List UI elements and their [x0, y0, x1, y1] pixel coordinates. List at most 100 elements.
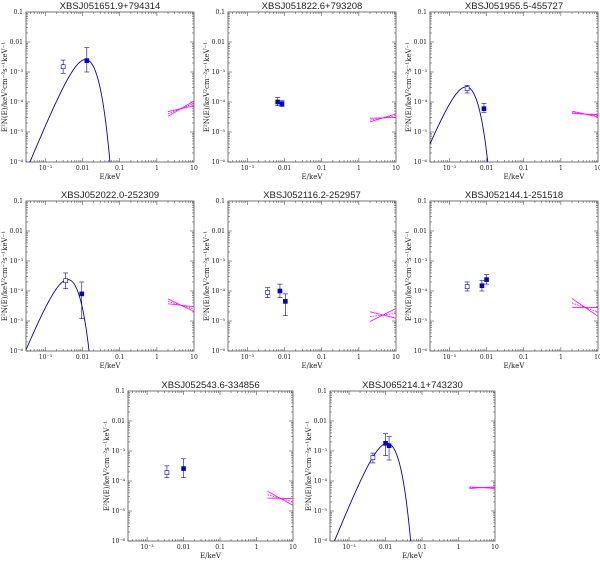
panel-title: XBSJ051651.9+794314: [60, 1, 161, 12]
sed-panel: XBSJ051651.9+794314 10⁻³ 0.01 0.1 1 10 10⁻⁶ 10⁻…: [1, 1, 198, 181]
data-point-open: [370, 455, 376, 460]
x-tick-label: 10: [190, 165, 198, 172]
y-tick-label: 10⁻⁵: [414, 129, 428, 136]
x-axis-label: E/keV: [200, 552, 222, 560]
sed-panel: XBSJ051822.6+793208 10⁻³ 0.01 0.1 1 10 10⁻⁶ 10⁻…: [203, 1, 400, 181]
data-point-open: [63, 278, 68, 284]
x-tick-label: 10: [190, 354, 198, 361]
xray-powerlaw-bestfit: [167, 103, 194, 115]
y-tick-label: 0.1: [13, 198, 23, 205]
y-tick-label: 10⁻⁴: [414, 99, 428, 106]
y-axis-label: E²N(E)/keV²cm⁻²s⁻¹keV⁻¹: [405, 231, 413, 322]
x-tick-label: 10⁻³: [39, 165, 53, 172]
panel-title: XBSJ052022.0-252309: [61, 190, 159, 201]
sed-panel: XBSJ052022.0-252309 10⁻³ 0.01 0.1 1 10 10⁻⁶ 10⁻…: [1, 190, 198, 370]
x-tick-label: 0.01: [278, 165, 291, 172]
y-tick-label: 0.1: [417, 9, 427, 16]
x-tick-label: 10: [392, 354, 400, 361]
xray-powerlaw-bestfit: [167, 301, 194, 310]
y-tick-label: 10⁻⁵: [314, 508, 328, 515]
y-axis-label: E²N(E)/keV²cm⁻²s⁻¹keV⁻¹: [203, 231, 211, 322]
x-tick-label: 10: [594, 354, 600, 361]
data-point-filled: [484, 277, 489, 282]
x-tick-label: 0.1: [215, 544, 225, 551]
x-tick-label: 1: [155, 165, 159, 172]
y-tick-label: 10⁻⁶: [112, 538, 126, 545]
y-axis-label: E²N(E)/keV²cm⁻²s⁻¹keV⁻¹: [405, 42, 413, 133]
x-tick-label: 10⁻³: [342, 544, 356, 551]
y-axis-label: E²N(E)/keV²cm⁻²s⁻¹keV⁻¹: [203, 42, 211, 133]
xray-bowtie-lower: [267, 497, 293, 506]
y-tick-label: 10⁻³: [314, 448, 328, 455]
x-tick-label: 10⁻³: [241, 354, 255, 361]
x-tick-label: 1: [457, 544, 461, 551]
sed-panel: XBSJ052543.6-334856 10⁻³ 0.01 0.1 1 10 10⁻⁶ 10⁻…: [103, 380, 297, 560]
x-axis-label: E/keV: [302, 362, 324, 370]
x-tick-label: 0.1: [519, 354, 529, 361]
x-axis-label: E/keV: [100, 362, 122, 370]
x-tick-label: 0.1: [115, 354, 125, 361]
data-point-filled: [279, 101, 285, 106]
blackbody-model-curve: [430, 86, 489, 162]
y-tick-label: 0.01: [10, 39, 23, 46]
x-tick-label: 10: [594, 165, 600, 172]
x-axis-label: E/keV: [100, 173, 122, 181]
y-tick-label: 10⁻⁵: [212, 129, 226, 136]
data-point-open: [464, 86, 470, 91]
x-tick-label: 10⁻³: [241, 165, 255, 172]
x-tick-label: 0.01: [480, 165, 493, 172]
xray-bowtie-upper: [267, 490, 293, 499]
y-tick-label: 10⁻⁶: [414, 159, 428, 166]
plot-frame: [429, 11, 599, 163]
y-tick-label: 10⁻⁴: [414, 288, 428, 295]
y-tick-label: 10⁻⁶: [10, 159, 24, 166]
y-tick-label: 0.1: [215, 9, 225, 16]
y-tick-label: 10⁻³: [112, 448, 126, 455]
x-tick-label: 1: [155, 354, 159, 361]
y-tick-label: 0.1: [215, 198, 225, 205]
y-tick-label: 10⁻⁵: [10, 318, 24, 325]
y-tick-label: 0.01: [10, 228, 23, 235]
panel-title: XBSJ051822.6+793208: [262, 1, 363, 12]
panel-title: XBSJ052543.6-334856: [161, 380, 259, 391]
y-tick-label: 10⁻⁵: [112, 508, 126, 515]
x-tick-label: 10⁻³: [443, 165, 457, 172]
data-point-open: [265, 290, 270, 295]
xray-bowtie-lower: [369, 314, 396, 322]
xray-bowtie-upper: [571, 298, 598, 308]
blackbody-model-curve: [26, 279, 90, 351]
x-tick-label: 0.1: [317, 165, 327, 172]
sed-panel: XBSJ065214.1+743230 10⁻³ 0.01 0.1 1 10 10⁻⁶ 10⁻…: [305, 380, 499, 560]
plot-frame: [329, 390, 496, 542]
y-axis-label: E²N(E)/keV²cm⁻²s⁻¹keV⁻¹: [1, 231, 9, 322]
y-tick-label: 0.01: [212, 228, 225, 235]
plot-frame: [127, 390, 294, 542]
y-tick-label: 10⁻³: [414, 69, 428, 76]
data-point-filled: [479, 283, 485, 289]
y-tick-label: 0.01: [414, 39, 427, 46]
xray-bowtie-lower: [469, 487, 495, 489]
y-tick-label: 10⁻⁶: [10, 348, 24, 355]
y-tick-label: 0.01: [212, 39, 225, 46]
data-point-filled: [181, 466, 186, 471]
data-point-open: [464, 284, 470, 289]
y-axis-label: E²N(E)/keV²cm⁻²s⁻¹keV⁻¹: [103, 421, 111, 512]
sed-panel: XBSJ051955.5-455727 10⁻³ 0.01 0.1 1 10 10⁻⁶ 10⁻…: [405, 1, 600, 181]
y-tick-label: 0.1: [417, 198, 427, 205]
x-axis-label: E/keV: [302, 173, 324, 181]
data-point-filled: [79, 291, 85, 297]
y-tick-label: 0.1: [115, 388, 125, 395]
data-point-open: [164, 470, 170, 475]
x-tick-label: 0.01: [379, 544, 392, 551]
y-tick-label: 0.01: [314, 418, 327, 425]
data-point-filled: [277, 288, 283, 294]
x-tick-label: 10: [289, 544, 297, 551]
xray-powerlaw-bestfit: [571, 302, 598, 313]
x-tick-label: 0.01: [177, 544, 190, 551]
y-tick-label: 0.01: [112, 418, 125, 425]
x-axis-label: E/keV: [504, 173, 526, 181]
x-axis-label: E/keV: [504, 362, 526, 370]
panel-title: XBSJ051955.5-455727: [465, 1, 563, 12]
x-tick-label: 1: [357, 354, 361, 361]
y-tick-label: 10⁻⁴: [212, 99, 226, 106]
